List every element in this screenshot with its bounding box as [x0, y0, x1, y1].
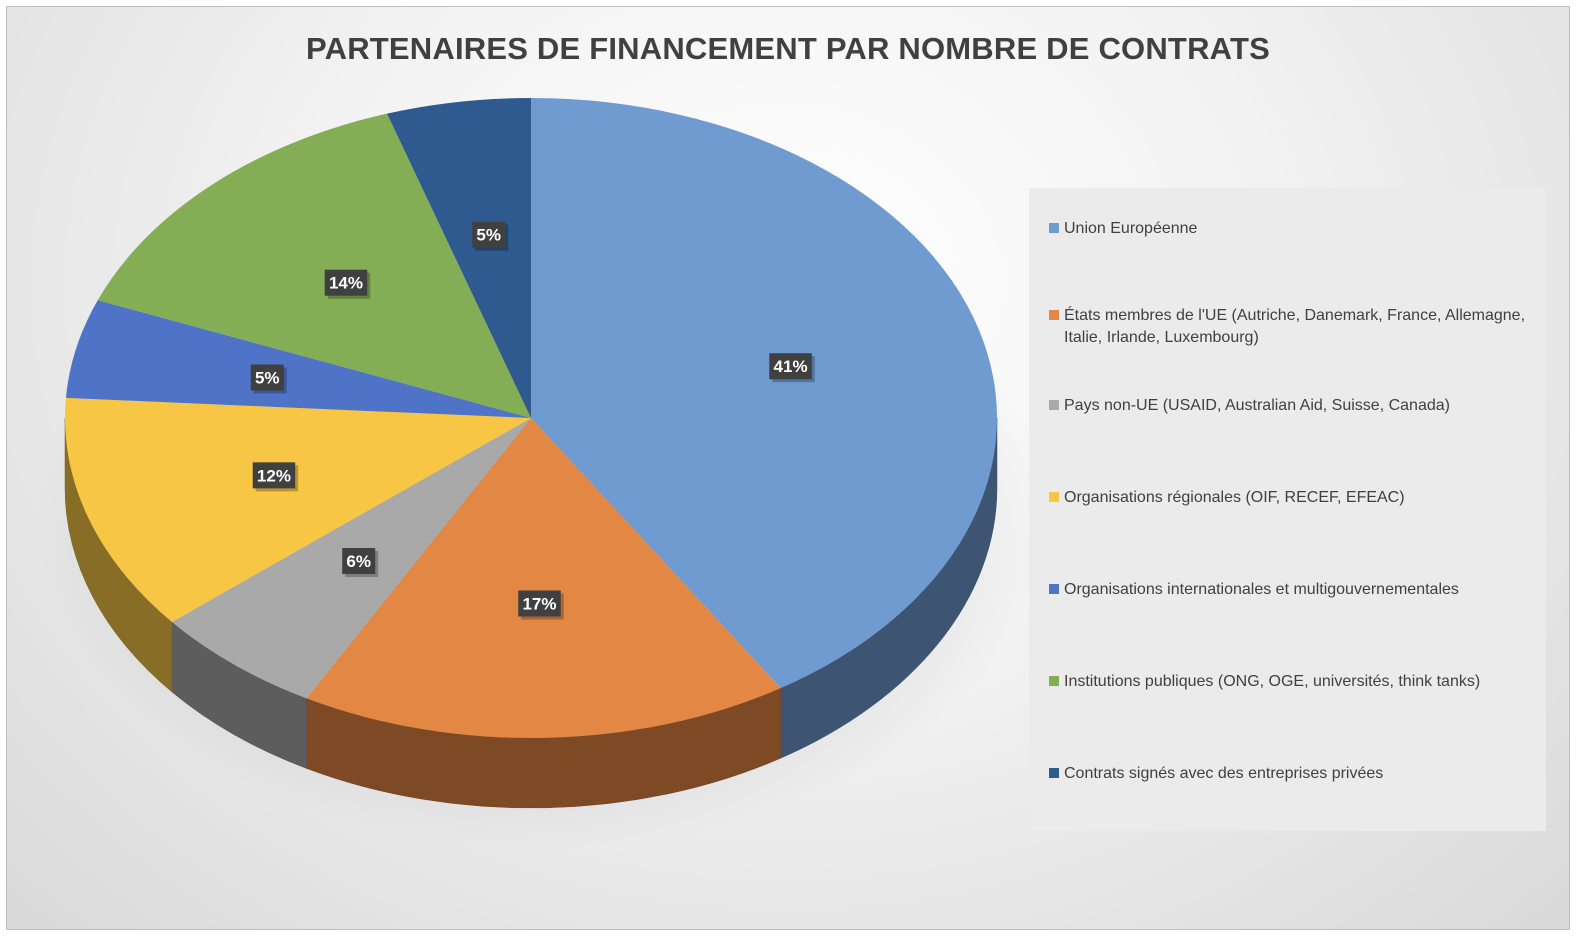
legend-swatch	[1049, 768, 1059, 778]
pie-slice-5	[65, 300, 531, 418]
pie-slice-7	[386, 98, 531, 418]
legend-item: Pays non-UE (USAID, Australian Aid, Suis…	[1049, 395, 1536, 417]
data-label-3: 6%	[342, 548, 379, 578]
legend-item: Organisations régionales (OIF, RECEF, EF…	[1049, 487, 1536, 509]
data-label-text: 6%	[346, 552, 371, 571]
data-label-text: 12%	[257, 466, 291, 485]
data-label-2: 17%	[518, 590, 564, 620]
pie-slice-1	[531, 98, 997, 689]
data-label-7: 5%	[472, 221, 509, 251]
legend-item: Institutions publiques (ONG, OGE, univer…	[1049, 671, 1536, 693]
data-label-1: 41%	[769, 353, 815, 383]
pie-slice-6	[97, 113, 532, 418]
legend-swatch	[1049, 584, 1059, 594]
data-label-text: 5%	[255, 369, 280, 388]
data-label-text: 5%	[476, 226, 501, 245]
legend-label: États membres de l'UE (Autriche, Danemar…	[1064, 307, 1526, 346]
data-label-text: 14%	[329, 274, 363, 293]
legend-item: Union Européenne	[1049, 218, 1536, 240]
pie-slice-4	[65, 397, 531, 622]
legend-swatch	[1049, 492, 1059, 502]
legend-item: Organisations internationales et multigo…	[1049, 579, 1536, 601]
chart-title: PARTENAIRES DE FINANCEMENT PAR NOMBRE DE…	[306, 31, 1270, 66]
legend-item: Contrats signés avec des entreprises pri…	[1049, 763, 1536, 785]
legend-label: Union Européenne	[1064, 220, 1198, 237]
legend: Union Européenne États membres de l'UE (A…	[1029, 188, 1546, 831]
legend-item: États membres de l'UE (Autriche, Danemar…	[1049, 305, 1536, 349]
data-label-6: 14%	[324, 269, 371, 299]
legend-swatch	[1049, 223, 1059, 233]
legend-label: Contrats signés avec des entreprises pri…	[1064, 765, 1384, 782]
data-label-text: 41%	[774, 357, 808, 376]
data-label-5: 5%	[250, 364, 287, 394]
legend-label: Organisations internationales et multigo…	[1064, 581, 1459, 598]
chart-area: PARTENAIRES DE FINANCEMENT PAR NOMBRE DE…	[6, 6, 1570, 930]
legend-swatch	[1049, 676, 1059, 686]
data-labels: 41% 17% 6% 12% 5% 14% 5%	[250, 221, 815, 620]
pie-slice-2	[306, 418, 781, 738]
legend-label: Institutions publiques (ONG, OGE, univer…	[1064, 673, 1481, 690]
legend-label: Pays non-UE (USAID, Australian Aid, Suis…	[1064, 397, 1450, 414]
data-label-4: 12%	[252, 462, 299, 492]
legend-swatch	[1049, 400, 1059, 410]
legend-swatch	[1049, 310, 1059, 320]
pie-chart: 41% 17% 6% 12% 5% 14% 5%	[35, 98, 1047, 848]
legend-label: Organisations régionales (OIF, RECEF, EF…	[1064, 489, 1405, 506]
pie-slices	[65, 98, 997, 738]
data-label-text: 17%	[522, 595, 556, 614]
